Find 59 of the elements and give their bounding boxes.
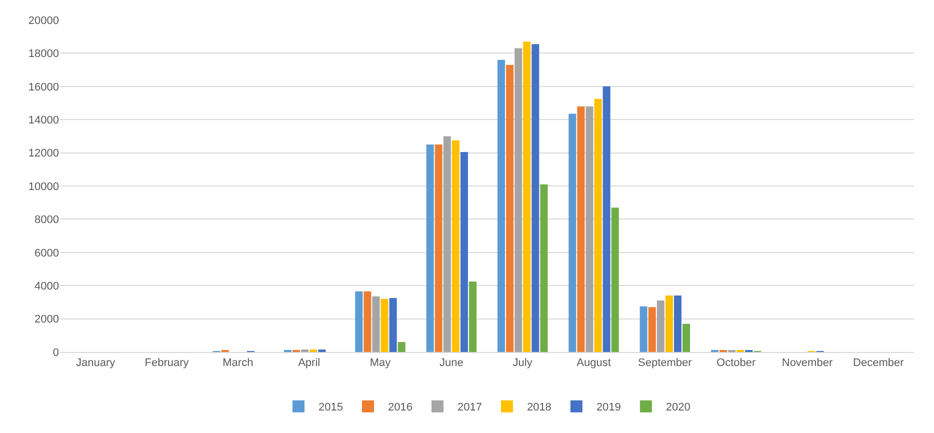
bar (532, 44, 540, 352)
y-tick-label: 18000 (28, 48, 59, 60)
y-tick-label: 2000 (34, 314, 59, 326)
bar (665, 296, 673, 352)
bar (426, 144, 434, 352)
bar (682, 324, 690, 352)
legend-label: 2017 (457, 402, 482, 414)
y-tick-label: 6000 (34, 247, 59, 260)
y-tick-label: 16000 (28, 81, 59, 94)
x-tick-label: December (853, 357, 904, 370)
bar (506, 64, 514, 352)
bar (469, 281, 477, 352)
x-tick-label: November (782, 357, 833, 370)
y-tick-label: 8000 (34, 214, 59, 226)
bar (594, 98, 602, 352)
legend-label: 2015 (318, 402, 343, 414)
legend-label: 2018 (526, 402, 552, 414)
y-tick-label: 4000 (34, 280, 59, 292)
bar (602, 86, 610, 352)
x-tick-label: July (512, 357, 533, 370)
bar (497, 60, 505, 352)
y-tick-label: 0 (52, 346, 59, 359)
bar (577, 106, 585, 352)
bar (372, 296, 380, 352)
bar (452, 140, 460, 352)
x-tick-label: April (298, 357, 320, 370)
bar (568, 114, 576, 352)
x-tick-label: March (222, 357, 254, 370)
bar (398, 342, 406, 352)
bar (443, 136, 451, 352)
bar (586, 106, 594, 352)
bar (355, 291, 363, 352)
bar (674, 296, 682, 352)
bar (389, 298, 397, 352)
bar (611, 208, 619, 352)
x-tick-label: May (370, 357, 392, 370)
legend-label: 2019 (596, 402, 621, 414)
bar (648, 307, 656, 352)
bar (514, 48, 522, 352)
x-tick-label: February (144, 357, 190, 370)
y-tick-label: 14000 (28, 114, 59, 126)
bar (460, 152, 468, 352)
legend-label: 2016 (388, 402, 412, 414)
x-tick-label: June (439, 357, 464, 370)
bar (380, 298, 388, 352)
x-tick-label: October (716, 357, 756, 370)
bar (364, 291, 372, 352)
y-tick-label: 10000 (28, 180, 59, 193)
bar (523, 42, 531, 352)
x-tick-label: September (638, 357, 692, 370)
bar (540, 184, 548, 352)
y-tick-label: 12000 (28, 148, 59, 160)
x-tick-label: January (76, 357, 116, 370)
bar (640, 306, 648, 352)
legend-label: 2020 (666, 402, 690, 414)
x-tick-label: August (576, 357, 611, 370)
y-tick-label: 20000 (28, 14, 59, 27)
bar (656, 300, 664, 352)
bar (434, 144, 442, 352)
